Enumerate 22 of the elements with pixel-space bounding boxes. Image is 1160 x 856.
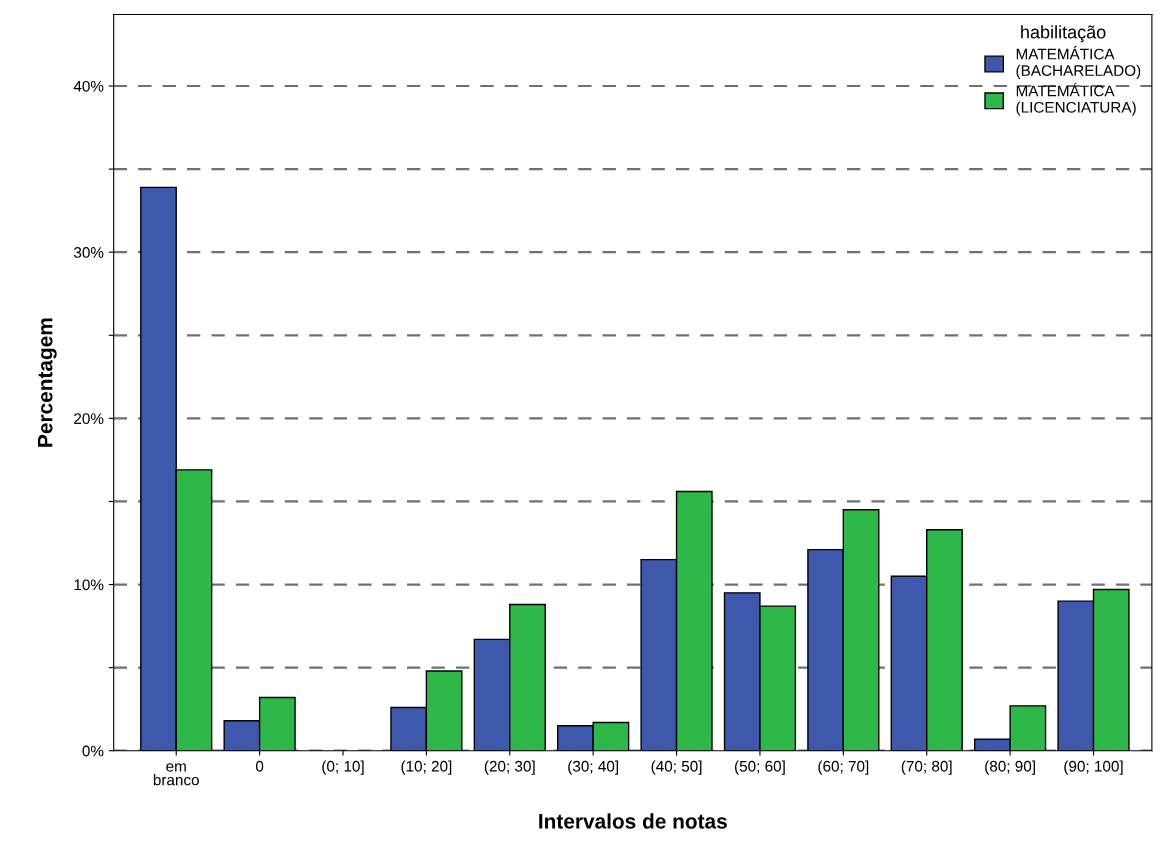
x-tick-label: (50; 60] [734, 760, 785, 775]
y-tick-label: 20% [74, 413, 104, 425]
y-axis-title: Percentagem [37, 318, 57, 447]
x-tick-label: (10; 20] [401, 760, 452, 775]
legend-label: MATEMÁTICA (BACHARELADO) [1016, 46, 1141, 79]
y-tick-label: 0% [82, 745, 104, 757]
x-tick-label: (40; 50] [651, 760, 702, 775]
x-tick-label: (80; 90] [985, 760, 1035, 775]
x-tick-label: (0; 10] [322, 760, 364, 775]
x-tick-label: (70; 80] [901, 760, 952, 775]
x-tick-label: (90; 100] [1064, 760, 1123, 775]
x-tick-label: (20; 30] [484, 760, 535, 775]
x-tick-label: em branco [153, 763, 199, 786]
y-tick-label: 10% [74, 579, 104, 591]
legend-title: habilitação [1021, 25, 1106, 43]
x-tick-label: (60; 70] [818, 760, 869, 775]
y-tick-label: 30% [73, 247, 104, 258]
y-tick-label: 40% [73, 80, 104, 92]
legend-label: MATEMÁTICA (LICENCIATURA) [1016, 82, 1136, 116]
x-axis-title: Intervalos de notas [539, 813, 727, 829]
x-tick-label: (30; 40] [568, 760, 618, 775]
x-tick-label: 0 [255, 760, 264, 772]
